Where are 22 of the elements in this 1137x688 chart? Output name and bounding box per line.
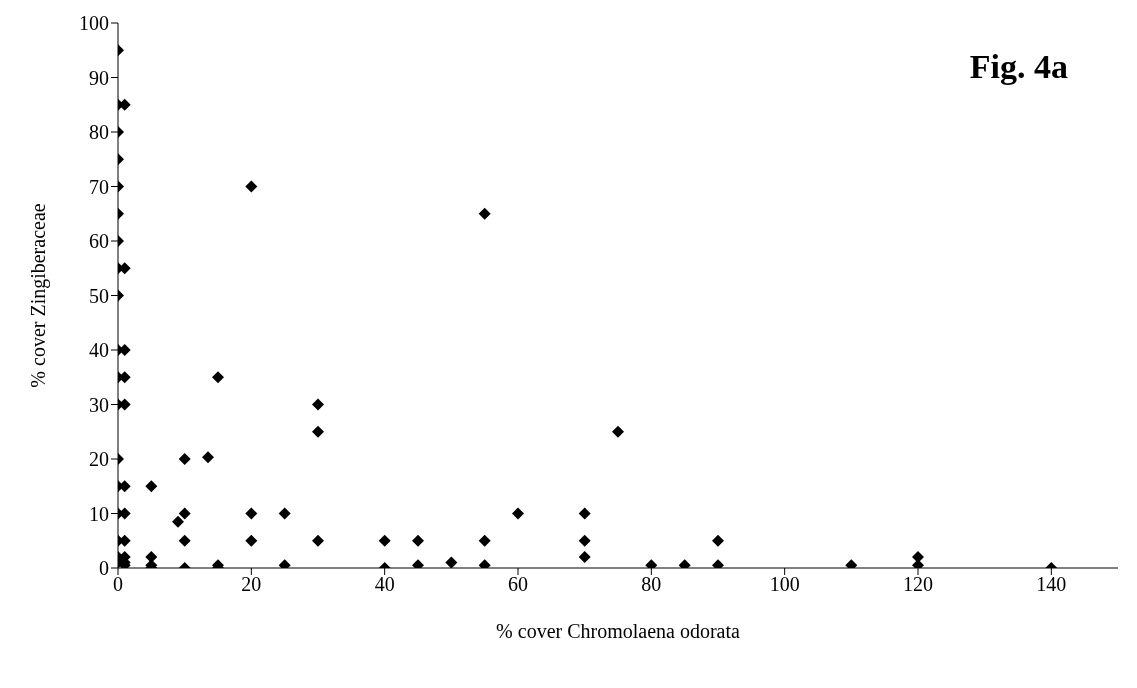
y-tick-label: 80 bbox=[89, 121, 109, 144]
x-tick-label: 140 bbox=[1036, 573, 1067, 596]
y-tick-label: 90 bbox=[89, 66, 109, 89]
y-tick-label: 20 bbox=[89, 448, 109, 471]
x-tick-label: 0 bbox=[113, 573, 123, 596]
y-tick-label: 40 bbox=[89, 339, 109, 362]
y-tick-label: 100 bbox=[79, 12, 109, 35]
x-tick-label: 40 bbox=[374, 573, 395, 596]
y-tick-label: 0 bbox=[99, 557, 109, 580]
x-tick-label: 60 bbox=[508, 573, 528, 596]
y-tick-label: 30 bbox=[89, 393, 109, 416]
x-axis-title: % cover Chromolaena odorata bbox=[496, 620, 741, 642]
x-tick-label: 80 bbox=[641, 573, 662, 596]
x-tick-label: 100 bbox=[769, 573, 800, 596]
x-tick-label: 20 bbox=[241, 573, 262, 596]
y-tick-label: 70 bbox=[89, 175, 109, 198]
annotation: Fig. 4a bbox=[969, 48, 1068, 86]
y-tick-label: 50 bbox=[89, 284, 109, 307]
y-tick-label: 60 bbox=[89, 230, 109, 253]
x-tick-label: 120 bbox=[903, 573, 933, 596]
y-tick-label: 10 bbox=[89, 502, 109, 525]
y-axis-title: % cover Zingiberaceae bbox=[27, 203, 51, 388]
